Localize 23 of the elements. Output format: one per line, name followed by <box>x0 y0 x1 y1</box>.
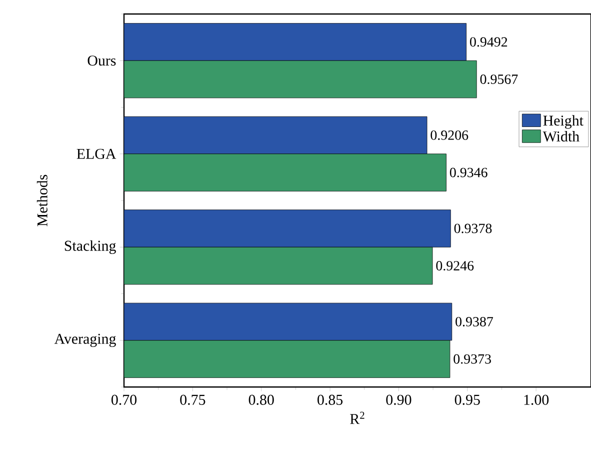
data-label: 0.9492 <box>470 37 508 47</box>
data-label: 0.9206 <box>430 130 468 140</box>
data-label: 0.9567 <box>480 74 518 84</box>
y-axis-title: Methods <box>36 174 48 226</box>
x-axis-title: R$^{2}$ <box>350 412 364 424</box>
data-label: 0.9387 <box>456 316 494 326</box>
x-tick-label: 0.70 <box>111 394 137 405</box>
data-label: 0.9346 <box>450 168 488 178</box>
x-tick-label: 0.85 <box>318 394 343 405</box>
y-tick-label: ELGA <box>76 148 116 159</box>
legend-label: Height <box>543 115 584 129</box>
x-tick-label: 0.90 <box>386 394 412 405</box>
x-tick-label: 0.75 <box>180 394 206 405</box>
y-tick-label: Averaging <box>54 334 116 347</box>
x-tick-label: 0.80 <box>248 394 274 405</box>
data-label: 0.9246 <box>436 261 474 271</box>
data-label: 0.9378 <box>454 224 492 234</box>
data-label: 0.9373 <box>454 354 491 364</box>
x-tick-label: 1.00 <box>524 394 549 405</box>
y-tick-label: Ours <box>88 56 116 66</box>
y-tick-label: Stacking <box>64 240 116 254</box>
x-tick-label: 0.95 <box>454 394 480 405</box>
legend-label: Width <box>542 131 580 142</box>
